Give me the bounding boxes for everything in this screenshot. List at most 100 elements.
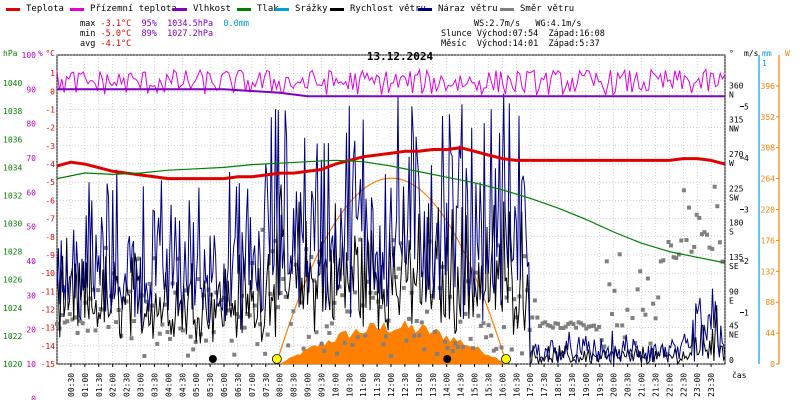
wind-direction-point — [234, 312, 239, 317]
wind-direction-point — [103, 245, 108, 250]
legend-item-pressure[interactable]: Tlak — [237, 2, 279, 16]
legend-item-wind-direction[interactable]: Směr větru — [500, 2, 574, 16]
axis-tick-time: 06:00 — [220, 373, 229, 397]
wind-direction-point — [329, 321, 334, 326]
chart-axes: 1040103810361034103210301028102610241022… — [3, 49, 790, 400]
wind-direction-point — [656, 295, 661, 300]
wind-direction-point — [674, 256, 679, 260]
axis-tick-pressure: 1026 — [3, 276, 22, 285]
wind-direction-point — [630, 316, 635, 320]
axis-tick-time: 17:00 — [526, 373, 535, 397]
wind-direction-point — [283, 294, 288, 299]
stats-avg-row: avg -4.1°C — [80, 39, 131, 49]
stats-min-humidity: 89% — [141, 29, 157, 39]
wind-direction-point — [245, 311, 250, 316]
axis-tick-solar: 0 — [770, 360, 775, 369]
wind-direction-point — [342, 340, 347, 345]
axis-tick-direction-name: NE — [729, 331, 739, 340]
wind-direction-point — [85, 328, 90, 333]
wind-direction-point — [579, 321, 584, 326]
moonrise-time: Východ:14:01 — [476, 39, 539, 49]
chart-title: 13.12.2024 — [367, 50, 434, 63]
axis-tick-temperature: -4 — [45, 160, 55, 169]
wind-direction-point — [476, 313, 481, 318]
wind-direction-point — [389, 354, 393, 359]
wind-direction-point — [381, 342, 386, 347]
wind-direction-point — [75, 331, 80, 335]
legend-item-wind-speed[interactable]: Rychlost větru — [330, 2, 426, 16]
wind-direction-point — [550, 325, 555, 330]
chart-grid — [56, 54, 726, 365]
legend-swatch — [418, 7, 432, 11]
legend-item-rain[interactable]: Srážky — [275, 2, 328, 16]
wind-direction-point — [62, 320, 67, 325]
axis-tick-solar: 264 — [761, 175, 776, 184]
wind-direction-point — [263, 351, 268, 356]
wind-direction-point — [365, 279, 370, 284]
series-line-pressure — [56, 159, 726, 264]
wind-direction-point — [114, 320, 119, 325]
axis-label-rain: mm — [762, 49, 772, 58]
axis-tick-direction: 135 — [729, 253, 744, 262]
axis-tick-pressure: 1034 — [3, 163, 22, 172]
legend-item-temperature[interactable]: Teplota — [6, 2, 64, 16]
wind-direction-point — [522, 254, 527, 259]
wind-direction-point — [478, 323, 483, 328]
wind-direction-point — [350, 342, 355, 347]
wind-direction-point — [337, 284, 342, 289]
wind-summary: WS:2.7m/s WG:4.1m/s — [474, 19, 581, 29]
axis-tick-pressure: 1038 — [3, 107, 22, 116]
wind-direction-point — [620, 323, 625, 328]
moonset-marker — [208, 355, 217, 363]
axis-tick-temperature: -2 — [45, 124, 55, 133]
wind-direction-point — [574, 325, 578, 330]
wind-direction-point — [293, 262, 298, 267]
wind-direction-point — [471, 346, 476, 351]
axis-label-time: čas — [732, 370, 747, 380]
wind-direction-point — [142, 354, 147, 358]
axis-tick-time: 18:00 — [554, 373, 563, 397]
wind-direction-point — [229, 338, 234, 343]
wind-direction-point — [278, 291, 283, 295]
wind-direction-point — [319, 341, 324, 346]
axis-tick-time: 11:00 — [359, 373, 368, 397]
wind-direction-point — [491, 348, 496, 353]
legend-swatch — [275, 7, 289, 11]
wind-direction-point — [604, 259, 609, 264]
legend-label: Přízemní teplota — [90, 4, 177, 14]
wind-direction-point — [373, 291, 378, 296]
wind-direction-point — [581, 323, 586, 328]
legend-item-ground-temperature[interactable]: Přízemní teplota — [70, 2, 177, 16]
legend-item-humidity[interactable]: Vlhkost — [173, 2, 231, 16]
wind-direction-point — [450, 349, 455, 353]
wind-direction-point — [327, 331, 332, 335]
wind-direction-point — [93, 328, 98, 333]
axis-tick-time: 02:00 — [109, 373, 118, 397]
axis-tick-pressure: 1028 — [3, 248, 22, 257]
axis-tick-time: 07:30 — [262, 373, 271, 397]
wind-direction-point — [80, 321, 85, 326]
wind-direction-point — [222, 296, 226, 301]
axis-tick-time: 10:00 — [331, 373, 340, 397]
axis-tick-direction: 90 — [729, 287, 739, 296]
wind-direction-point — [610, 312, 614, 316]
moonrise-marker — [443, 355, 452, 363]
axis-tick-humidity: 10 — [26, 360, 36, 369]
wind-direction-point — [494, 346, 499, 351]
legend-item-wind-gust[interactable]: Náraz větru — [418, 2, 498, 16]
wind-direction-point — [502, 325, 506, 330]
axis-tick-time: 02:30 — [123, 373, 132, 397]
wind-direction-point — [324, 324, 329, 329]
axis-tick-time: 13:00 — [415, 373, 424, 397]
wind-direction-point — [586, 324, 591, 329]
axis-tick-time: 18:30 — [568, 373, 577, 397]
wind-direction-point — [137, 256, 142, 261]
axis-tick-direction: 0 — [729, 356, 734, 365]
wind-direction-point — [347, 309, 352, 314]
axis-tick-wind-speed: 5 — [744, 103, 749, 112]
ground-temperature-line — [56, 67, 726, 97]
wind-direction-point — [679, 238, 684, 243]
wind-direction-point — [144, 299, 149, 304]
wind-direction-point — [419, 320, 424, 325]
wind-direction-point — [206, 287, 211, 292]
